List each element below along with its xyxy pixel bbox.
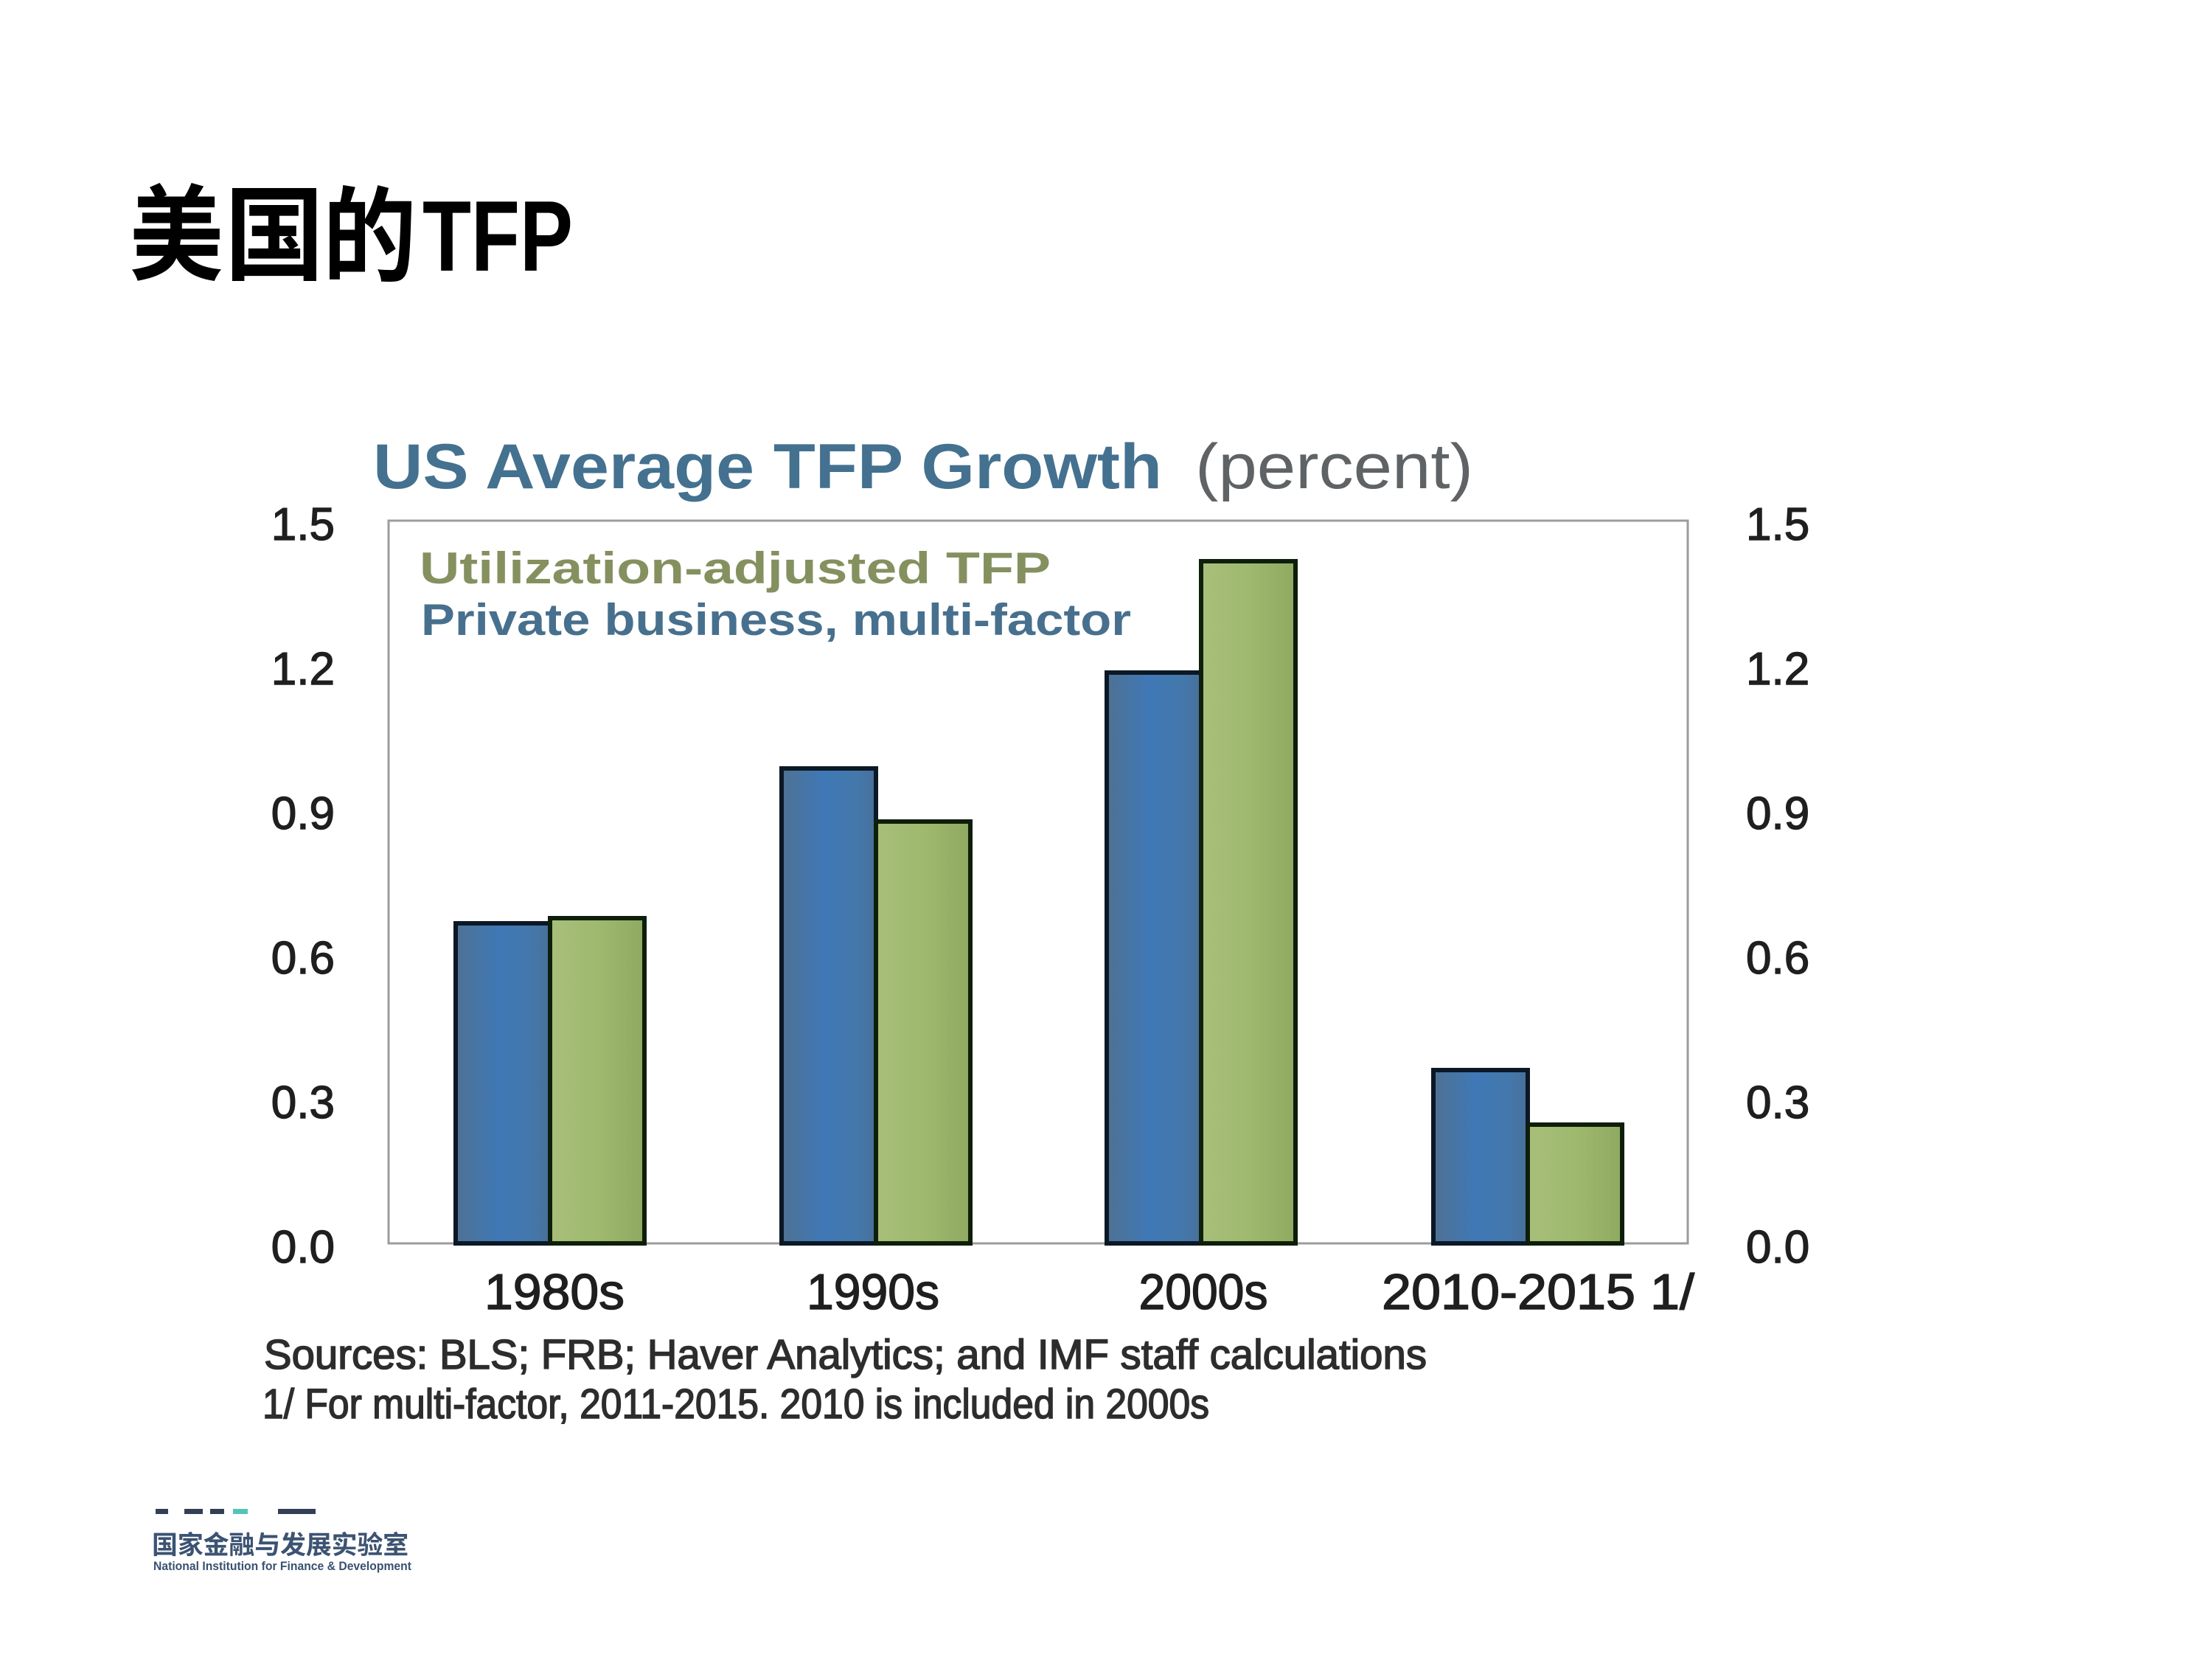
svg-text:0.0: 0.0 (271, 1222, 335, 1273)
svg-text:1.2: 1.2 (1746, 644, 1809, 695)
svg-text:2010-2015 1/: 2010-2015 1/ (1382, 1264, 1694, 1320)
svg-text:0.0: 0.0 (1746, 1222, 1809, 1273)
svg-text:0.6: 0.6 (271, 933, 335, 984)
svg-text:0.3: 0.3 (271, 1077, 335, 1128)
svg-text:1990s: 1990s (807, 1264, 939, 1320)
svg-text:National Institution for Finan: National Institution for Finance & Devel… (153, 1560, 411, 1573)
svg-text:0.9: 0.9 (271, 788, 335, 839)
svg-text:1980s: 1980s (484, 1264, 625, 1320)
svg-text:(percent): (percent) (1195, 431, 1473, 502)
svg-text:Sources: BLS; FRB; Haver Analy: Sources: BLS; FRB; Haver Analytics; and … (264, 1331, 1427, 1378)
svg-text:1.2: 1.2 (271, 644, 335, 695)
svg-text:0.9: 0.9 (1746, 788, 1809, 839)
svg-text:1.5: 1.5 (1746, 499, 1809, 550)
svg-text:0.3: 0.3 (1746, 1077, 1809, 1128)
svg-text:1.5: 1.5 (271, 499, 335, 550)
svg-text:0.6: 0.6 (1746, 933, 1809, 984)
svg-text:Utilization-adjusted TFP: Utilization-adjusted TFP (420, 544, 1051, 593)
svg-text:Private business, multi-facto: Private business, multi-factor (421, 595, 1131, 645)
svg-text:TFP: TFP (422, 180, 573, 292)
svg-text:2000s: 2000s (1139, 1264, 1268, 1320)
svg-text:US Average TFP Growth: US Average TFP Growth (373, 431, 1162, 502)
svg-text:1/ For multi-factor, 2011-2015: 1/ For multi-factor, 2011-2015. 2010 is … (262, 1381, 1209, 1428)
